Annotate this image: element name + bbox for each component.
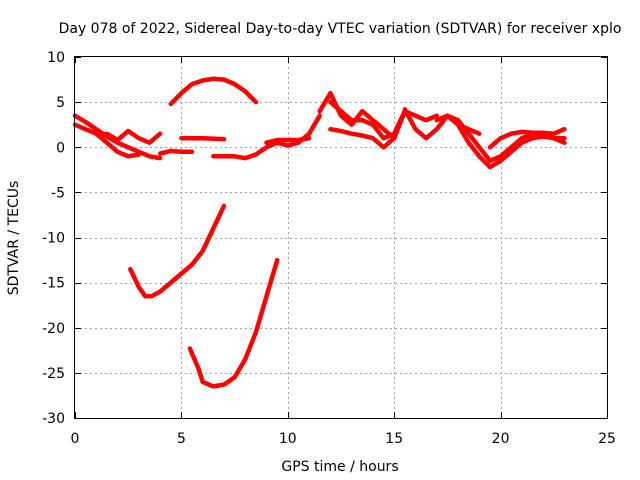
y-axis-label: SDTVAR / TECUs xyxy=(6,181,22,296)
series-arc-11 xyxy=(328,99,408,141)
series-arc-4 xyxy=(157,148,195,156)
y-tick-label: 0 xyxy=(56,140,65,156)
series-arc-8 xyxy=(264,135,312,145)
series-arc-18 xyxy=(187,257,280,389)
x-axis-label: GPS time / hours xyxy=(281,459,398,475)
chart-title: Day 078 of 2022, Sidereal Day-to-day VTE… xyxy=(59,21,622,37)
plot-frame xyxy=(74,56,608,419)
series-layer xyxy=(72,76,567,389)
y-tick-label: -25 xyxy=(42,366,65,382)
y-tick-label: -10 xyxy=(42,231,65,247)
series-arc-14 xyxy=(434,113,567,170)
grid xyxy=(75,57,607,418)
y-tick-label: -15 xyxy=(42,276,65,292)
y-tick-label: -20 xyxy=(42,321,65,337)
x-tick-label: 0 xyxy=(71,431,80,447)
y-tick-label: -30 xyxy=(42,411,65,427)
y-tick-label: 5 xyxy=(56,95,65,111)
series-arc-17 xyxy=(128,203,227,299)
series-arc-6 xyxy=(179,135,227,142)
x-tick-label: 5 xyxy=(177,431,186,447)
series-arc-1 xyxy=(72,113,163,161)
series-arc-2 xyxy=(72,122,142,159)
series-arc-3 xyxy=(104,128,163,145)
series-arc-16 xyxy=(487,126,567,150)
y-tick-label: -5 xyxy=(51,185,65,201)
series-arc-15 xyxy=(455,122,482,136)
axis-ticks: 0 5 10 15 20 25 10 5 0 -5 -10 -15 -20 -25 -30 xyxy=(42,50,616,447)
series-arc-5 xyxy=(168,76,259,107)
x-tick-label: 25 xyxy=(598,431,616,447)
x-tick-label: 20 xyxy=(492,431,510,447)
x-tick-label: 10 xyxy=(279,431,297,447)
y-tick-label: 10 xyxy=(47,50,65,66)
series-arc-13 xyxy=(413,113,440,123)
x-tick-label: 15 xyxy=(385,431,403,447)
